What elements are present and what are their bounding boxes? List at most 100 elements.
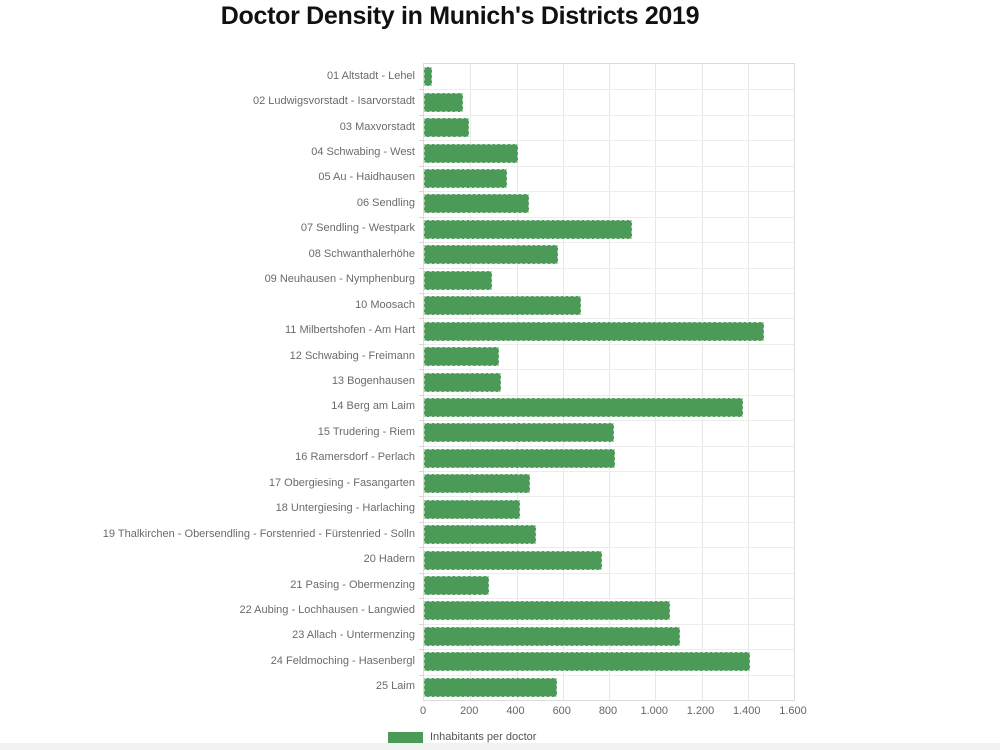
bar[interactable] <box>424 677 557 697</box>
y-axis-label: 05 Au - Haidhausen <box>318 171 415 184</box>
gridline-horizontal <box>424 114 794 116</box>
bar[interactable] <box>424 525 537 545</box>
y-axis-label: 09 Neuhausen - Nymphenburg <box>264 273 415 286</box>
gridline-vertical <box>562 64 564 700</box>
gridline-horizontal <box>424 623 794 625</box>
y-axis-tick <box>419 547 424 549</box>
gridline-horizontal <box>424 216 794 218</box>
gridline-vertical <box>701 64 703 700</box>
y-axis-tick <box>419 191 424 193</box>
y-axis-tick <box>419 242 424 244</box>
bar[interactable] <box>424 321 764 341</box>
y-axis-tick <box>419 598 424 600</box>
x-tick-label: 0 <box>419 705 427 717</box>
y-axis-label: 08 Schwanthalerhöhe <box>308 247 415 260</box>
bar[interactable] <box>424 168 508 188</box>
y-axis-label: 18 Untergiesing - Harlaching <box>275 502 415 515</box>
gridline-horizontal <box>424 471 794 473</box>
bar[interactable] <box>424 474 531 494</box>
y-axis-label: 22 Aubing - Lochhausen - Langwied <box>239 603 415 616</box>
y-axis-tick <box>419 496 424 498</box>
gridline-horizontal <box>424 521 794 523</box>
gridline-horizontal <box>424 649 794 651</box>
gridline-horizontal <box>424 89 794 91</box>
legend-label: Inhabitants per doctor <box>430 731 537 743</box>
bar[interactable] <box>424 194 530 214</box>
bar[interactable] <box>424 347 500 367</box>
bar[interactable] <box>424 448 615 468</box>
gridline-horizontal <box>424 318 794 320</box>
x-tick-label: 1.000 <box>640 705 669 717</box>
y-axis-tick <box>419 343 424 345</box>
bar[interactable] <box>424 245 559 265</box>
y-axis-label: 21 Pasing - Obermenzing <box>290 578 415 591</box>
x-tick-label: 600 <box>552 705 571 717</box>
bar[interactable] <box>424 652 751 672</box>
gridline-horizontal <box>424 496 794 498</box>
x-tick-label: 1.200 <box>686 705 715 717</box>
y-axis-tick <box>419 267 424 269</box>
y-axis-tick <box>419 649 424 651</box>
x-tick-label: 200 <box>460 705 479 717</box>
gridline-horizontal <box>424 191 794 193</box>
y-axis-label: 15 Trudering - Riem <box>317 425 415 438</box>
gridline-horizontal <box>424 674 794 676</box>
gridline-horizontal <box>424 394 794 396</box>
bar[interactable] <box>424 372 502 392</box>
legend[interactable]: Inhabitants per doctor <box>388 731 536 743</box>
x-tick-label: 1.400 <box>732 705 761 717</box>
x-tick-label: 800 <box>598 705 618 717</box>
bar[interactable] <box>424 92 464 112</box>
bar[interactable] <box>424 118 470 138</box>
y-axis-tick <box>419 89 424 91</box>
bar[interactable] <box>424 397 744 417</box>
y-axis-label: 01 Altstadt - Lehel <box>326 69 415 82</box>
bar[interactable] <box>424 423 614 443</box>
gridline-horizontal <box>424 165 794 167</box>
gridline-vertical <box>609 64 610 700</box>
y-axis-tick <box>419 394 424 396</box>
gridline-horizontal <box>424 547 794 549</box>
y-axis-label: 13 Bogenhausen <box>331 375 415 387</box>
y-axis-label: 20 Hadern <box>363 553 415 566</box>
x-tick-label: 1.600 <box>779 705 807 717</box>
x-tick-label: 400 <box>506 705 525 717</box>
bar[interactable] <box>424 576 489 596</box>
gridline-horizontal <box>424 292 794 294</box>
y-axis-label: 06 Sendling <box>356 196 415 209</box>
bar[interactable] <box>424 601 671 621</box>
bar[interactable] <box>424 499 520 519</box>
gridline-horizontal <box>424 598 794 600</box>
y-axis-label: 14 Berg am Laim <box>331 400 415 413</box>
y-axis-tick <box>419 420 424 422</box>
legend-swatch-icon <box>388 731 423 743</box>
bar[interactable] <box>424 296 582 316</box>
y-axis-label: 17 Obergiesing - Fasangarten <box>268 476 415 489</box>
y-axis-label: 10 Moosach <box>355 298 415 311</box>
bar[interactable] <box>424 626 680 646</box>
bar[interactable] <box>424 143 518 163</box>
y-axis-tick <box>419 623 424 625</box>
y-axis-label: 11 Milbertshofen - Am Hart <box>284 324 415 337</box>
y-axis-tick <box>419 445 424 447</box>
chart-title: Doctor Density in Munich's Districts 201… <box>220 2 700 30</box>
y-axis-tick <box>419 140 424 142</box>
gridline-horizontal <box>424 140 794 142</box>
bar[interactable] <box>424 270 493 290</box>
y-axis-label: 02 Ludwigsvorstadt - Isarvorstadt <box>252 95 415 108</box>
gridline-horizontal <box>424 242 794 244</box>
y-axis-label: 03 Maxvorstadt <box>339 120 415 133</box>
bar[interactable] <box>424 550 603 570</box>
y-axis-tick <box>419 674 424 676</box>
gridline-vertical <box>655 64 657 700</box>
y-axis-tick <box>419 471 424 473</box>
y-axis-label: 07 Sendling - Westpark <box>300 222 415 235</box>
y-axis-label: 12 Schwabing - Freimann <box>289 349 415 362</box>
y-axis-label: 23 Allach - Untermenzing <box>292 629 415 642</box>
y-axis-label: 24 Feldmoching - Hasenbergl <box>270 654 415 667</box>
bar[interactable] <box>424 67 433 87</box>
y-axis-label: 19 Thalkirchen - Obersendling - Forstenr… <box>102 527 415 540</box>
bar[interactable] <box>424 219 633 239</box>
gridline-horizontal <box>424 369 794 371</box>
